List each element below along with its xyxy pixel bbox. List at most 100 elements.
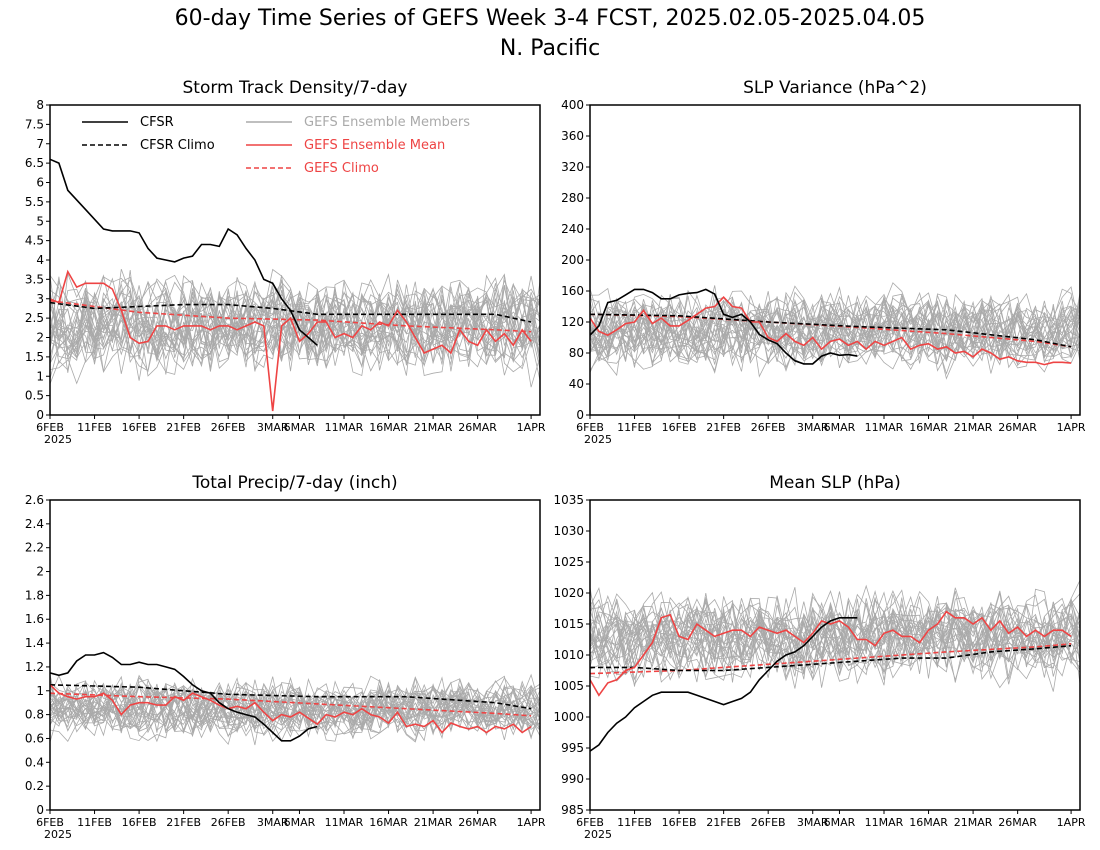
- ensemble-member-line: [590, 291, 1080, 362]
- ensemble-member-line: [590, 591, 1080, 676]
- plot-area: [590, 282, 1080, 380]
- x-tick-label: 26MAR: [998, 816, 1037, 829]
- x-year-label: 2025: [44, 828, 72, 841]
- panel-slp-variance: SLP Variance (hPa^2) 0 40 80 120 160 200 240 280…: [561, 78, 1086, 446]
- ensemble-member-line: [50, 284, 540, 377]
- y-tick-label: 1.6: [25, 612, 44, 626]
- plot-frame: [49, 499, 541, 811]
- legend: CFSR CFSR Climo GEFS Ensemble Members GEFS …: [82, 115, 470, 176]
- ensemble-member-line: [50, 677, 540, 733]
- x-tick-label: 21MAR: [954, 816, 993, 829]
- x-tick-label: 21MAR: [954, 421, 993, 434]
- x-tick-label: 6MAR: [284, 816, 316, 829]
- figure-subtitle: N. Pacific: [499, 36, 601, 61]
- series-cfsr-climo: [50, 684, 532, 710]
- legend-label: GEFS Ensemble Mean: [304, 138, 445, 153]
- y-tick-label: 0: [576, 408, 584, 422]
- ensemble-members: [590, 282, 1080, 380]
- series-cfsr-climo: [590, 313, 1072, 348]
- ensemble-member-line: [590, 580, 1080, 682]
- x-tick-label: 26MAR: [458, 421, 497, 434]
- series-gefs-ensemble-mean: [50, 684, 532, 734]
- y-tick-label: 0.8: [25, 708, 44, 722]
- x-tick-label: 6FEB: [36, 816, 64, 829]
- x-tick-label: 26FEB: [751, 816, 786, 829]
- series-gefs-ensemble-mean: [590, 296, 1072, 366]
- y-tick-label: 1020: [553, 586, 584, 600]
- plot-area: [50, 651, 540, 746]
- x-tick-label: 16MAR: [369, 421, 408, 434]
- ensemble-member-line: [590, 594, 1080, 680]
- y-tick-label: 6.5: [25, 156, 44, 170]
- y-tick-label: 1.4: [25, 636, 44, 650]
- ensemble-member-line: [50, 683, 540, 735]
- y-tick-label: 1.2: [25, 660, 44, 674]
- y-tick-label: 1015: [553, 617, 584, 631]
- y-tick-label: 4: [36, 253, 44, 267]
- panel-mean-slp: Mean SLP (hPa) 985 990 995 1000 1005 1010 1015 1…: [553, 473, 1085, 841]
- y-tick-label: 0: [36, 408, 44, 422]
- panel-title: SLP Variance (hPa^2): [743, 78, 927, 98]
- y-tick-label: 120: [561, 315, 584, 329]
- x-tick-label: 16MAR: [909, 816, 948, 829]
- ensemble-member-line: [50, 683, 540, 732]
- x-tick-label: 3MAR: [797, 816, 829, 829]
- y-tick-label: 5: [36, 214, 44, 228]
- ensemble-member-line: [590, 291, 1080, 367]
- y-tick-label: 4.5: [25, 234, 44, 248]
- legend-label: CFSR: [140, 115, 174, 130]
- x-tick-label: 21MAR: [414, 816, 453, 829]
- y-tick-label: 0.5: [25, 389, 44, 403]
- x-tick-label: 16FEB: [662, 421, 697, 434]
- ensemble-member-line: [50, 684, 540, 743]
- y-tick-label: 2: [36, 565, 44, 579]
- ensemble-member-line: [590, 297, 1080, 374]
- ensemble-member-line: [590, 590, 1080, 671]
- y-tick-label: 280: [561, 191, 584, 205]
- x-tick-label: 1APR: [1057, 816, 1086, 829]
- plot-area: [590, 580, 1080, 752]
- y-tick-label: 1.5: [25, 350, 44, 364]
- y-tick-label: 0: [36, 803, 44, 817]
- x-tick-label: 21MAR: [414, 421, 453, 434]
- ensemble-member-line: [50, 682, 540, 741]
- x-year-label: 2025: [584, 433, 612, 446]
- ensemble-member-line: [590, 589, 1080, 673]
- ensemble-member-line: [50, 279, 540, 370]
- x-tick-label: 26FEB: [211, 421, 246, 434]
- series-gefs-climo: [50, 299, 532, 333]
- x-tick-label: 11FEB: [617, 816, 652, 829]
- ensemble-member-line: [590, 286, 1080, 364]
- series-cfsr-climo: [590, 644, 1072, 672]
- ensemble-member-line: [590, 605, 1080, 685]
- x-year-label: 2025: [584, 828, 612, 841]
- y-tick-label: 1.8: [25, 588, 44, 602]
- y-tick-label: 80: [569, 346, 584, 360]
- y-tick-label: 7.5: [25, 117, 44, 131]
- x-tick-label: 26MAR: [458, 816, 497, 829]
- panel-total-precip: Total Precip/7-day (inch)00.20.40.60.811…: [25, 473, 546, 841]
- ensemble-member-line: [590, 590, 1080, 689]
- ensemble-member-line: [50, 682, 540, 738]
- y-tick-label: 0.4: [25, 755, 44, 769]
- x-tick-label: 21FEB: [706, 816, 741, 829]
- y-tick-label: 5.5: [25, 195, 44, 209]
- y-tick-label: 1000: [553, 710, 584, 724]
- x-tick-label: 11MAR: [865, 816, 904, 829]
- x-tick-label: 16FEB: [122, 816, 157, 829]
- x-tick-label: 6FEB: [576, 421, 604, 434]
- series-gefs-climo: [50, 692, 532, 717]
- legend-label: CFSR Climo: [140, 138, 215, 153]
- x-tick-label: 11FEB: [77, 421, 112, 434]
- y-tick-label: 1030: [553, 524, 584, 538]
- x-tick-label: 16MAR: [909, 421, 948, 434]
- x-tick-label: 3MAR: [257, 421, 289, 434]
- plot-frame: [589, 104, 1081, 416]
- ensemble-member-line: [590, 593, 1080, 674]
- panel-title: Total Precip/7-day (inch): [191, 473, 397, 493]
- plot-frame: [49, 104, 541, 416]
- ensemble-member-line: [590, 286, 1080, 362]
- x-tick-label: 1APR: [517, 421, 546, 434]
- y-tick-label: 360: [561, 129, 584, 143]
